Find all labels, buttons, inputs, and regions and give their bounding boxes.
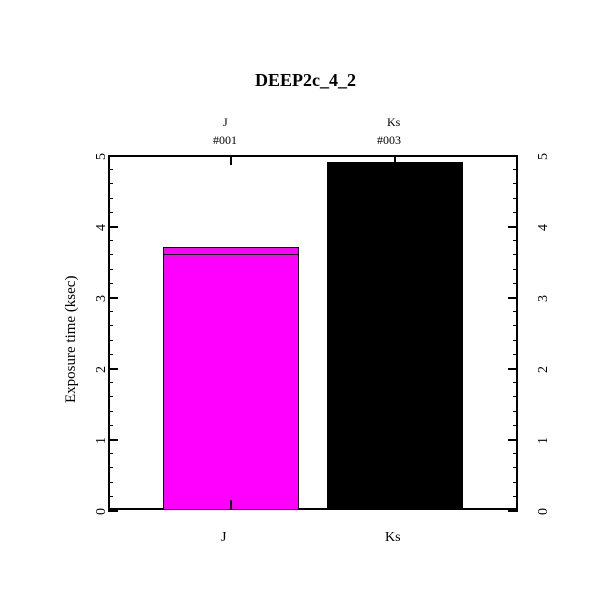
ytick-minor [513, 425, 518, 426]
ytick-minor [513, 411, 518, 412]
ytick-minor [513, 269, 518, 270]
ytick-label-left: 4 [94, 224, 110, 231]
xtick [230, 500, 232, 510]
ytick-minor [108, 482, 113, 483]
ytick-minor [513, 183, 518, 184]
ytick-minor [108, 396, 113, 397]
ytick-minor [108, 283, 113, 284]
ytick-minor [513, 482, 518, 483]
ytick-minor [513, 467, 518, 468]
ytick-right [508, 155, 518, 157]
top-label-id: #001 [213, 133, 237, 148]
xtick [394, 500, 396, 510]
ytick-minor [108, 382, 113, 383]
ytick-label-right: 0 [536, 508, 552, 515]
ytick-label-left: 2 [94, 366, 110, 373]
ytick-label-left: 0 [94, 508, 110, 515]
ytick-minor [513, 496, 518, 497]
ytick-label-left: 5 [94, 153, 110, 160]
ytick-minor [513, 283, 518, 284]
bar-inner-line [163, 254, 298, 255]
xtick-label: Ks [385, 530, 401, 546]
xtick-top [394, 155, 396, 165]
ytick-label-right: 4 [536, 224, 552, 231]
ytick-right [508, 368, 518, 370]
ytick-minor [513, 382, 518, 383]
ytick-minor [108, 198, 113, 199]
ytick-right [508, 297, 518, 299]
ytick-minor [108, 354, 113, 355]
ytick-minor [108, 269, 113, 270]
top-label-filter: J [223, 115, 228, 130]
ytick-minor [513, 354, 518, 355]
ytick-minor [513, 254, 518, 255]
ytick-right [508, 510, 518, 512]
ytick-label-right: 5 [536, 153, 552, 160]
ytick-minor [513, 169, 518, 170]
ytick-minor [108, 311, 113, 312]
top-label-filter: Ks [387, 115, 400, 130]
ytick-label-left: 3 [94, 295, 110, 302]
ytick-label-right: 1 [536, 437, 552, 444]
top-label-id: #003 [377, 133, 401, 148]
ytick-minor [108, 453, 113, 454]
ytick-minor [513, 325, 518, 326]
ytick-minor [108, 411, 113, 412]
ytick-minor [108, 325, 113, 326]
ytick-minor [108, 467, 113, 468]
ytick-minor [108, 183, 113, 184]
ytick-label-right: 3 [536, 295, 552, 302]
ytick-label-right: 2 [536, 366, 552, 373]
xtick-label: J [221, 530, 226, 546]
ytick-minor [513, 212, 518, 213]
ytick-minor [513, 198, 518, 199]
ytick-label-left: 1 [94, 437, 110, 444]
ytick-minor [108, 212, 113, 213]
ytick-minor [513, 453, 518, 454]
ytick-minor [108, 425, 113, 426]
ytick-right [508, 226, 518, 228]
bar-j [163, 247, 298, 510]
ytick-minor [108, 496, 113, 497]
xtick-top [230, 155, 232, 165]
ytick-minor [108, 169, 113, 170]
ytick-minor [513, 396, 518, 397]
chart-stage: DEEP2c_4_2 Exposure time (ksec) 0 0 1 1 2 2 3 3… [0, 0, 611, 611]
bar-ks [327, 162, 462, 510]
ytick-minor [108, 340, 113, 341]
y-axis-label: Exposure time (ksec) [63, 275, 80, 402]
chart-title: DEEP2c_4_2 [0, 70, 611, 91]
ytick-minor [513, 240, 518, 241]
ytick-minor [513, 311, 518, 312]
ytick-right [508, 439, 518, 441]
ytick-minor [108, 254, 113, 255]
ytick-minor [108, 240, 113, 241]
ytick-minor [513, 340, 518, 341]
